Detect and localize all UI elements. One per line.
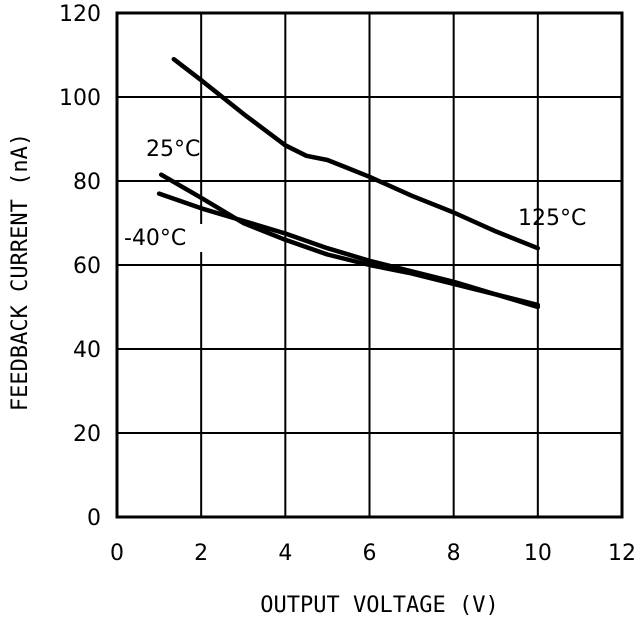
y-tick-label: 20 bbox=[73, 422, 101, 447]
y-tick-label: 80 bbox=[73, 170, 101, 195]
x-axis-title: OUTPUT VOLTAGE (V) bbox=[260, 593, 498, 618]
plot-frame bbox=[115, 11, 624, 519]
series-labels: 125°C 25°C -40°C bbox=[120, 137, 586, 252]
series-label-background bbox=[120, 224, 216, 252]
y-tick-label: 40 bbox=[73, 338, 101, 363]
series-line bbox=[171, 56, 541, 251]
x-tick-label: 2 bbox=[194, 541, 208, 566]
series-line bbox=[156, 191, 541, 310]
x-tick-label: 8 bbox=[447, 541, 461, 566]
x-tick-label: 10 bbox=[524, 541, 552, 566]
x-tick-label: 0 bbox=[110, 541, 124, 566]
series-label: 125°C bbox=[518, 206, 586, 231]
x-tick-label: 6 bbox=[363, 541, 377, 566]
x-tick-label: 12 bbox=[608, 541, 636, 566]
y-tick-label: 120 bbox=[59, 2, 101, 27]
y-tick-label: 0 bbox=[87, 506, 101, 531]
series-label: 25°C bbox=[146, 137, 200, 162]
series-group bbox=[156, 56, 541, 310]
series-line bbox=[158, 172, 541, 308]
grid bbox=[117, 13, 622, 517]
y-tick-label: 100 bbox=[59, 86, 101, 111]
x-tick-label: 4 bbox=[278, 541, 292, 566]
series-label: -40°C bbox=[124, 226, 186, 251]
y-tick-label: 60 bbox=[73, 254, 101, 279]
y-axis-title: FEEDBACK CURRENT (nA) bbox=[8, 133, 33, 411]
